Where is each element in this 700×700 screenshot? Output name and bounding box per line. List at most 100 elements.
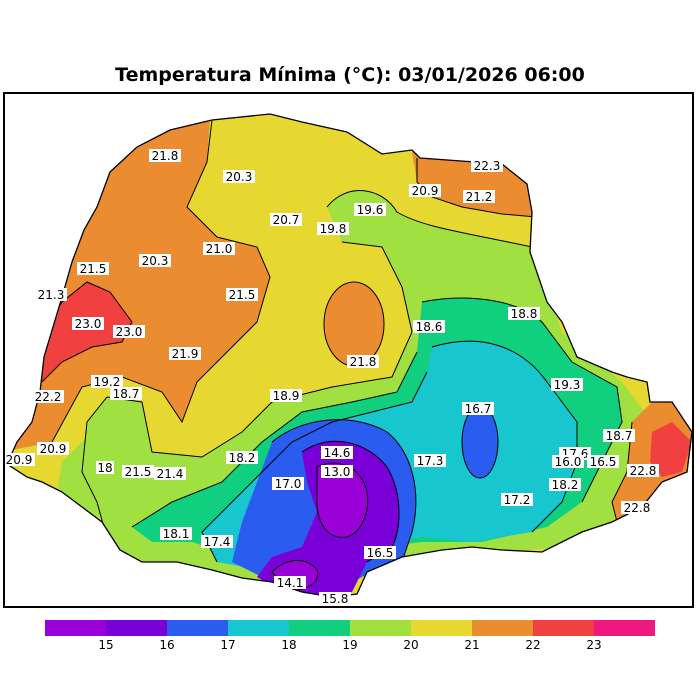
station-value: 20.9 [6,453,33,467]
station-label: 15.8 [319,592,351,606]
station-value: 18.2 [229,451,256,465]
station-label: 20.7 [270,213,302,227]
station-label-bg [37,442,69,455]
station-label: 22.8 [621,501,653,515]
station-value: 17.0 [275,477,302,491]
station-label: 19.8 [317,222,349,236]
station-value: 22.2 [35,390,62,404]
station-value: 17.4 [204,535,231,549]
station-label: 21.5 [122,465,154,479]
station-label: 20.3 [139,254,171,268]
station-value: 18.7 [113,387,140,401]
station-label: 18.6 [413,320,445,334]
station-label-bg [552,455,584,468]
station-label: 18.7 [603,429,635,443]
station-label-bg [149,149,181,162]
station-label-bg [603,429,635,442]
station-label: 18 [96,461,114,475]
station-label: 22.8 [627,464,659,478]
station-label-bg [463,190,495,203]
station-label: 18.8 [508,307,540,321]
station-label: 19.3 [551,378,583,392]
station-value: 21.2 [466,190,493,204]
station-label: 20.3 [223,170,255,184]
station-label-bg [549,478,581,491]
station-label-bg [354,203,386,216]
station-label: 16.5 [587,455,619,469]
station-label-bg [160,527,192,540]
station-label-bg [319,592,351,605]
colorbar-tick-label: 21 [464,638,480,652]
station-label-bg [169,347,201,360]
station-value: 21.9 [172,347,199,361]
station-value: 20.3 [226,170,253,184]
station-label: 17.4 [201,535,233,549]
colorbar-swatch [106,620,167,636]
station-value: 14.6 [324,446,351,460]
station-label-bg [122,465,154,478]
colorbar-swatch [472,620,533,636]
station-label-bg [587,455,619,468]
station-value: 21.5 [229,288,256,302]
station-label-bg [317,222,349,235]
station-value: 16.7 [465,402,492,416]
station-label: 17.3 [414,454,446,468]
station-label: 19.6 [354,203,386,217]
colorbar-tick-label: 20 [403,638,419,652]
station-label-bg [627,464,659,477]
station-label-bg [274,576,306,589]
station-label-bg [471,159,503,172]
colorbar-tick-label: 17 [220,638,236,652]
station-label-bg [621,501,653,514]
station-value: 21.8 [350,355,377,369]
colorbar-tick-label: 15 [98,638,114,652]
station-label-bg [321,465,353,478]
station-label: 20.9 [5,453,35,467]
station-value: 16.5 [367,546,394,560]
station-label-bg [5,453,35,466]
station-label: 19.2 [91,375,123,389]
station-value: 18.7 [606,429,633,443]
station-label: 18.1 [160,527,192,541]
station-value: 17.3 [417,454,444,468]
colorbar-tick-label: 22 [525,638,541,652]
station-label-bg [347,355,379,368]
station-label-bg [91,375,123,388]
map-title: Temperatura Mínima (°C): 03/01/2026 06:0… [115,64,585,86]
station-label: 21.4 [154,467,186,481]
station-label-bg [551,378,583,391]
station-label-bg [501,493,533,506]
colorbar-swatch [45,620,106,636]
station-value: 18.1 [163,527,190,541]
station-label: 17.0 [272,477,304,491]
station-label: 21.5 [77,262,109,276]
station-label: 20.9 [37,442,69,456]
station-label: 21.9 [169,347,201,361]
station-label: 14.6 [321,446,353,460]
station-value: 21.3 [38,288,65,302]
map-frame: 21.8 22.3 20.3 20.9 21.2 19.6 20.7 19.8 21.0 20.3… [3,92,694,608]
station-label-bg [409,184,441,197]
colorbar [45,620,655,636]
station-value: 21.0 [206,242,233,256]
station-label: 18.2 [549,478,581,492]
station-value: 20.9 [40,442,67,456]
station-value: 14.1 [277,576,304,590]
station-value: 21.5 [125,465,152,479]
station-value: 19.6 [357,203,384,217]
station-label: 21.8 [149,149,181,163]
station-label-bg [203,242,235,255]
station-value: 21.8 [152,149,179,163]
station-label: 21.0 [203,242,235,256]
station-label-bg [201,535,233,548]
station-label: 23.0 [113,325,145,339]
station-label-bg [226,288,258,301]
station-value: 21.5 [80,262,107,276]
station-value: 23.0 [75,317,102,331]
station-value: 18.9 [273,389,300,403]
station-value: 16.0 [555,455,582,469]
station-label-bg [113,325,145,338]
station-value: 19.8 [320,222,347,236]
station-label: 21.3 [35,288,67,302]
colorbar-swatch [533,620,594,636]
